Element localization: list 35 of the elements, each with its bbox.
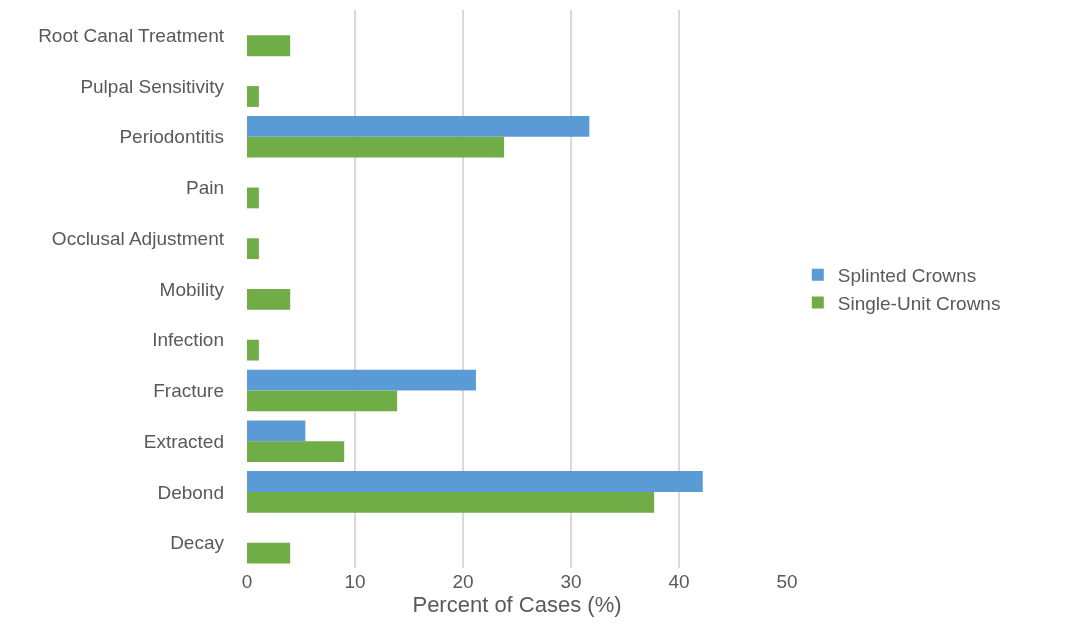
y-tick-label: Pulpal Sensitivity [80,75,225,97]
bar [247,238,259,260]
bar [247,86,259,107]
y-tick-label: Pain [185,177,224,199]
x-axis-title: Percent of Cases (%) [412,592,622,617]
bar [247,136,505,158]
x-tick-label: 0 [241,571,253,592]
x-tick-label: 30 [560,571,582,592]
y-tick-label: Infection [152,329,224,351]
x-tick-label: 50 [776,571,798,592]
x-tick-label: 20 [452,571,474,592]
bar [247,369,476,391]
bar [247,35,291,57]
y-tick-label: Decay [170,532,225,554]
y-tick-label: Debond [157,481,224,503]
bar [247,420,306,442]
bar [247,390,398,412]
bar [247,441,345,462]
y-tick-label: Root Canal Treatment [38,25,225,47]
legend-label: Splinted Crowns [837,265,977,287]
legend-label: Single-Unit Crowns [837,292,1001,314]
y-tick-label: Occlusal Adjustment [51,227,225,249]
y-tick-label: Periodontitis [119,126,224,148]
bar [247,289,291,310]
bar [247,491,655,513]
y-tick-label: Mobility [159,278,225,300]
bar [247,471,703,492]
y-tick-label: Fracture [153,380,224,402]
x-tick-label: 40 [668,571,690,592]
bar [247,187,259,209]
bar [247,542,291,564]
bar [247,339,259,361]
x-tick-label: 10 [344,571,366,592]
y-tick-label: Extracted [143,430,224,452]
bar [247,116,590,137]
